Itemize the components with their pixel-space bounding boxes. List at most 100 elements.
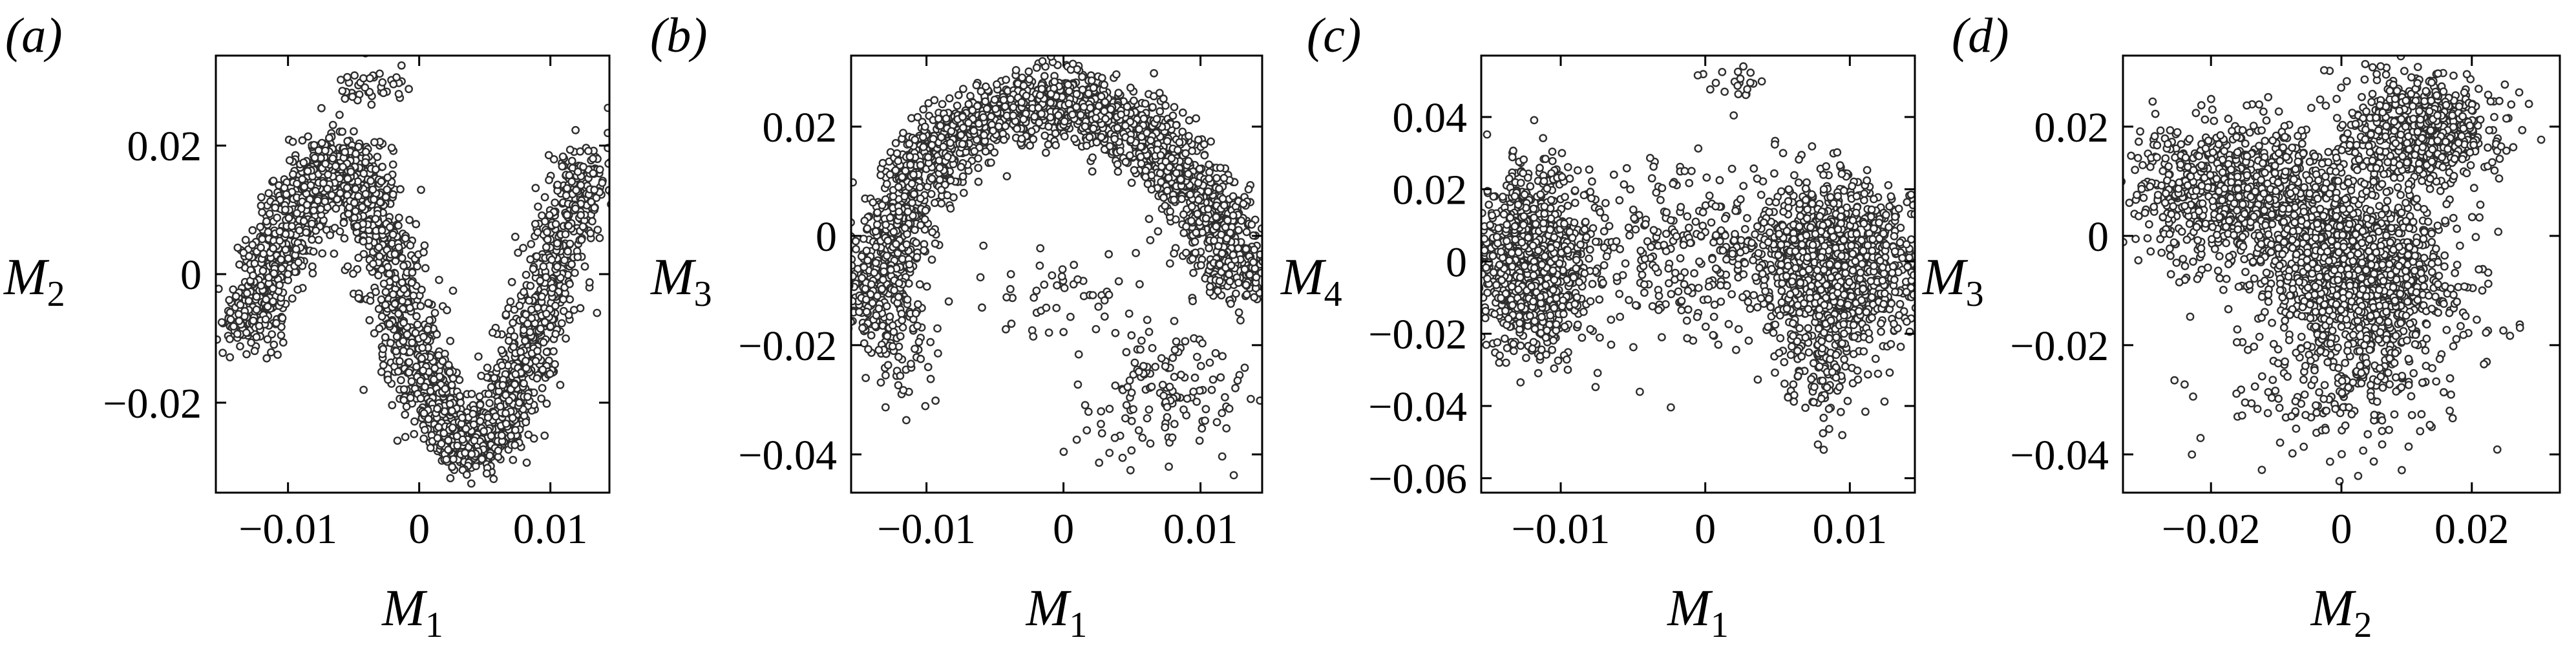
data-point: [366, 177, 375, 186]
data-point: [1261, 261, 1262, 266]
data-point: [590, 203, 599, 212]
data-point: [1216, 164, 1225, 173]
data-point: [335, 174, 344, 183]
scatter-points: [207, 56, 609, 488]
data-point: [386, 339, 395, 347]
data-point: [288, 170, 297, 178]
data-point: [889, 192, 898, 201]
data-point: [370, 329, 379, 337]
data-point: [860, 217, 869, 225]
data-point: [383, 185, 392, 194]
data-point: [946, 176, 955, 185]
data-point: [313, 196, 322, 205]
data-point: [250, 259, 259, 268]
data-point: [291, 245, 301, 253]
data-point: [919, 142, 928, 151]
data-point: [956, 162, 966, 171]
data-point: [480, 427, 488, 436]
data-point: [284, 270, 292, 279]
data-point: [1113, 160, 1122, 169]
data-point: [476, 400, 485, 409]
data-point: [248, 241, 257, 250]
data-point: [547, 255, 556, 264]
data-point: [234, 310, 243, 319]
data-point: [855, 308, 863, 316]
data-point: [869, 198, 878, 207]
data-point: [585, 278, 594, 287]
data-point: [1089, 83, 1098, 92]
data-point: [999, 135, 1008, 144]
data-point: [273, 350, 282, 359]
data-point: [275, 236, 284, 245]
data-point: [980, 131, 989, 140]
data-point: [354, 142, 363, 151]
data-point: [576, 180, 586, 189]
data-point: [249, 271, 257, 280]
data-point: [563, 184, 571, 193]
data-point: [387, 144, 396, 153]
data-point: [507, 431, 515, 440]
data-point: [1193, 209, 1202, 219]
data-point: [548, 284, 557, 292]
data-point: [358, 202, 366, 211]
data-point: [589, 154, 597, 163]
data-point: [323, 184, 332, 193]
data-point: [538, 365, 547, 374]
data-point: [1168, 111, 1177, 120]
data-point: [275, 281, 284, 290]
data-point: [437, 440, 446, 448]
data-point: [876, 171, 885, 180]
data-point: [1205, 244, 1214, 253]
x-tick-label: −0.01: [238, 506, 337, 553]
data-point: [207, 305, 213, 312]
data-point: [1006, 95, 1015, 103]
data-point: [393, 436, 402, 445]
data-point: [396, 357, 404, 366]
data-point: [1265, 239, 1271, 245]
data-point: [510, 305, 519, 314]
data-point: [308, 219, 316, 228]
panel-label: (a): [5, 8, 63, 63]
data-point: [1060, 117, 1069, 126]
data-point: [257, 281, 266, 290]
data-point: [318, 249, 327, 258]
data-point: [426, 444, 435, 453]
data-point: [1178, 127, 1187, 136]
data-point: [374, 305, 383, 314]
data-point: [1097, 74, 1106, 83]
data-point: [1242, 228, 1251, 237]
data-point: [879, 275, 887, 284]
data-point: [1273, 254, 1280, 261]
data-point: [331, 162, 340, 171]
data-point: [526, 255, 535, 264]
data-point: [383, 173, 392, 182]
data-point: [351, 207, 360, 215]
data-point: [386, 222, 394, 231]
data-point: [842, 291, 849, 297]
data-point: [374, 243, 383, 252]
data-point: [359, 169, 368, 178]
data-point: [278, 314, 287, 323]
data-point: [913, 112, 922, 122]
data-point: [449, 423, 457, 432]
data-point: [982, 82, 990, 91]
data-point: [565, 145, 575, 155]
data-point: [1112, 70, 1121, 79]
data-point: [381, 333, 390, 342]
data-point: [942, 114, 951, 123]
data-point: [542, 273, 551, 282]
data-point: [873, 208, 882, 217]
data-point: [259, 266, 268, 275]
data-point: [580, 262, 589, 271]
data-point: [467, 479, 476, 488]
data-point: [1060, 132, 1069, 141]
data-point: [887, 265, 895, 274]
data-point: [852, 244, 860, 253]
data-point: [1250, 293, 1259, 302]
data-point: [514, 248, 522, 257]
data-point: [412, 220, 421, 229]
data-point: [1265, 244, 1272, 250]
data-point: [381, 288, 390, 296]
data-point: [339, 219, 348, 228]
data-point: [445, 368, 454, 377]
